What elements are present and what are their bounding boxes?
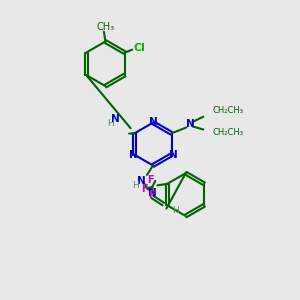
Text: H: H	[172, 206, 178, 214]
Text: F: F	[141, 184, 148, 194]
Text: F: F	[147, 175, 154, 185]
Text: N: N	[137, 176, 146, 186]
Text: H: H	[132, 181, 139, 190]
Text: N: N	[186, 118, 194, 128]
Text: N: N	[148, 117, 157, 127]
Text: CH₃: CH₃	[96, 22, 115, 32]
Text: CH₂CH₃: CH₂CH₃	[212, 128, 243, 137]
Text: H: H	[107, 119, 114, 128]
Text: N: N	[111, 114, 120, 124]
Text: N: N	[169, 150, 177, 160]
Text: N: N	[129, 150, 137, 160]
Text: Cl: Cl	[134, 43, 146, 53]
Text: N: N	[148, 188, 157, 198]
Text: CH₂CH₃: CH₂CH₃	[212, 106, 243, 115]
Text: F: F	[148, 190, 155, 200]
